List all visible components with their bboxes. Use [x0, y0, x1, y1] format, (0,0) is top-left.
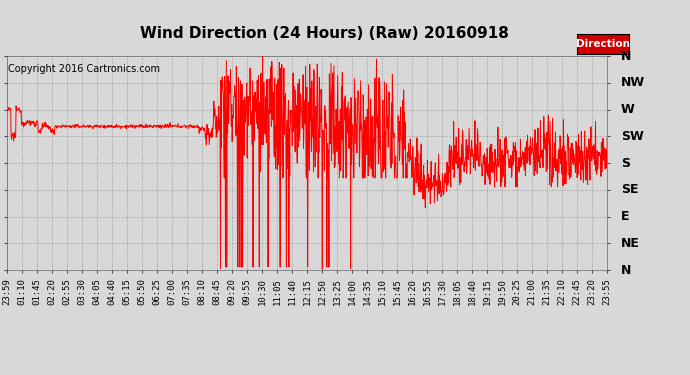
Text: N: N [621, 50, 631, 63]
Text: Copyright 2016 Cartronics.com: Copyright 2016 Cartronics.com [8, 64, 160, 74]
Text: SW: SW [621, 130, 644, 143]
Text: S: S [621, 157, 630, 170]
Text: SE: SE [621, 183, 638, 196]
Text: Direction: Direction [575, 39, 630, 49]
Text: W: W [621, 103, 635, 116]
Text: Wind Direction (24 Hours) (Raw) 20160918: Wind Direction (24 Hours) (Raw) 20160918 [140, 26, 509, 41]
Text: NE: NE [621, 237, 640, 250]
Text: N: N [621, 264, 631, 276]
Text: E: E [621, 210, 629, 223]
Text: NW: NW [621, 76, 645, 90]
